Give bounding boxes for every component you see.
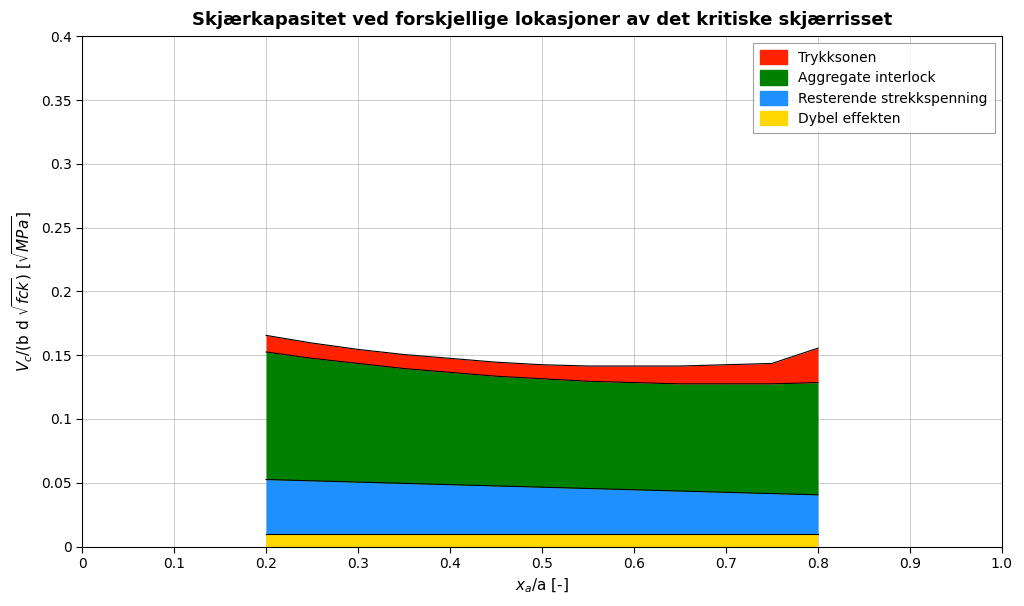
Y-axis label: $V_c$/(b d $\sqrt{fck}$) [$\sqrt{MPa}$]: $V_c$/(b d $\sqrt{fck}$) [$\sqrt{MPa}$]: [11, 211, 36, 372]
X-axis label: $x_a$/a [-]: $x_a$/a [-]: [515, 576, 569, 595]
Title: Skjærkapasitet ved forskjellige lokasjoner av det kritiske skjærrisset: Skjærkapasitet ved forskjellige lokasjon…: [191, 11, 892, 29]
Legend: Trykksonen, Aggregate interlock, Resterende strekkspenning, Dybel effekten: Trykksonen, Aggregate interlock, Restere…: [753, 43, 995, 133]
